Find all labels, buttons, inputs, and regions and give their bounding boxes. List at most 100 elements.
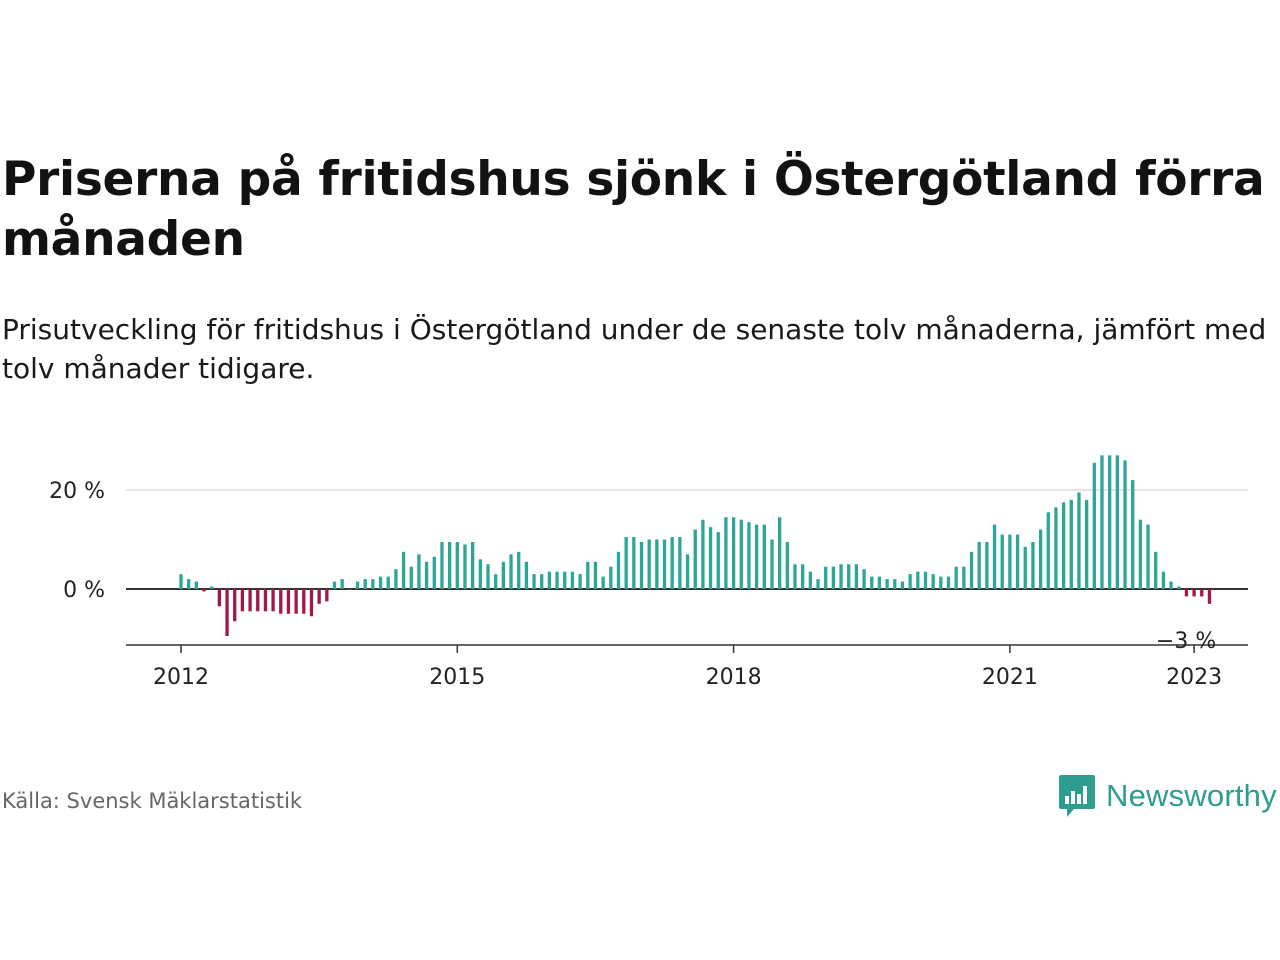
bar [371,579,375,589]
chart-title: Priserna på fritidshus sjönk i Östergötl… [2,152,1265,267]
bar [839,564,843,589]
bar [824,566,828,589]
bar [624,537,628,589]
bar [1108,455,1112,589]
bar [1008,534,1012,589]
bar [210,586,214,589]
bar [463,544,467,589]
x-tick-label: 2015 [429,665,485,690]
bar [432,556,436,589]
bar [900,581,905,589]
bar [785,541,789,589]
bar [217,589,222,607]
bar [225,589,229,637]
bar [417,554,421,589]
bar [754,524,759,589]
source-note: Källa: Svensk Mäklarstatistik [2,789,303,813]
bar [440,541,444,589]
bar [1046,512,1050,589]
bar [447,541,452,589]
bar [1077,492,1081,589]
bar [555,571,559,589]
bar [1085,499,1089,589]
bar [1154,551,1158,590]
bar [524,561,529,589]
bar [854,564,859,589]
bar [1131,480,1135,589]
bar [348,589,352,590]
bar [992,524,997,589]
bar [793,564,797,589]
bar [401,551,406,590]
bar [701,519,705,589]
bar [271,589,275,612]
bar [586,561,590,589]
bar [1169,581,1173,589]
bar [778,517,782,589]
bar [547,571,552,589]
bar [1038,529,1043,589]
bar [279,589,283,614]
bar [931,574,935,589]
newsworthy-logo-icon [1059,775,1095,817]
bar [1207,589,1212,604]
bar [1192,589,1196,597]
bar [762,524,766,589]
bar [693,529,697,589]
bar [317,589,321,604]
bar [1161,571,1166,589]
bar [424,561,429,589]
bar [540,574,544,589]
bar [494,574,498,589]
bar [1023,546,1027,589]
bar [655,539,659,589]
x-tick-label: 2021 [982,665,1038,690]
bar [509,554,513,589]
bar [1092,462,1096,589]
bar [862,569,866,589]
bar [233,589,237,622]
bar [639,541,644,589]
bar [240,589,245,612]
bar [263,589,268,612]
bar [632,537,636,589]
bar [685,554,690,589]
bar [478,559,482,589]
chart-subtitle: Prisutveckling för fritidshus i Östergöt… [2,313,1267,385]
bar [731,517,736,589]
bar [1015,534,1020,589]
bar [616,551,621,590]
bar [724,517,728,589]
bar [179,574,183,589]
bar [662,539,667,589]
bar [808,571,812,589]
bar [294,589,298,614]
x-tick-label: 2023 [1166,665,1222,690]
bar [923,571,928,589]
bar [302,589,306,614]
bar [716,532,720,589]
bar [187,579,191,589]
bar [1200,589,1204,597]
y-tick-label: 0 % [63,578,105,603]
x-tick-label: 2012 [153,665,209,690]
bar [455,541,459,589]
bar [831,566,836,589]
bar [609,566,613,589]
bar [409,566,413,589]
bar [286,589,291,614]
bar [1146,524,1150,589]
bar [770,539,774,589]
bar [739,519,743,589]
bar [1069,499,1073,589]
bar [248,589,252,612]
bar [486,564,490,589]
brand-logo[interactable]: Newsworthy [1058,773,1277,819]
bar [908,574,912,589]
bar [332,581,337,589]
bar [194,581,198,589]
bar [939,576,943,590]
bar [916,571,920,589]
y-tick-label: 20 % [49,479,105,504]
bar [378,576,383,590]
